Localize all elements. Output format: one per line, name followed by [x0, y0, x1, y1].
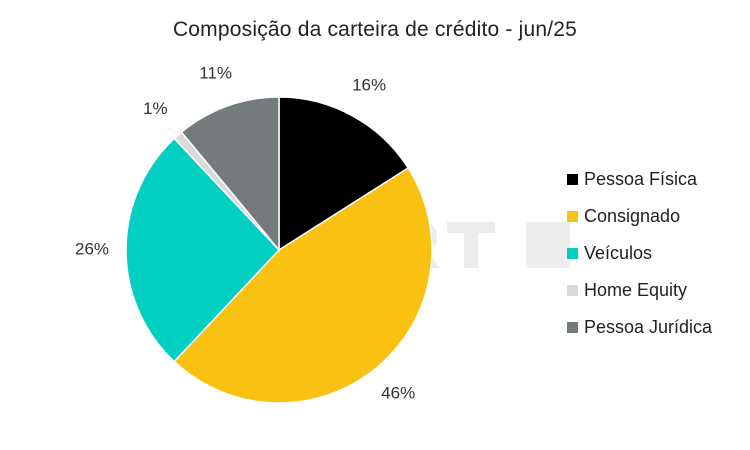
pie-slice-veiculos: [125, 137, 281, 363]
data-label-pessoa-fisica: 16%: [352, 76, 386, 95]
legend-item-home-equity: Home Equity: [567, 272, 712, 309]
legend-swatch: [567, 322, 578, 333]
pie-slice-pessoa-juridica: [180, 96, 280, 253]
legend-item-consignado: Consignado: [567, 198, 712, 235]
pie-slices: [125, 96, 433, 404]
legend-label: Consignado: [584, 206, 681, 226]
legend-item-pessoa-juridica: Pessoa Jurídica: [567, 309, 712, 346]
data-label-pessoa-juridica: 11%: [199, 64, 232, 83]
data-label-veiculos: 26%: [75, 239, 109, 258]
legend-swatch: [567, 174, 578, 185]
data-label-home-equity: 1%: [143, 99, 168, 118]
chart-legend: Pessoa Física Consignado Veículos Home Equi…: [567, 161, 712, 346]
pie-labels: 16% 46% 26% 1% 11%: [75, 64, 415, 403]
legend-label: Home Equity: [584, 280, 688, 300]
legend-label: Pessoa Física: [584, 169, 698, 189]
legend-label: Pessoa Jurídica: [584, 317, 713, 337]
legend-swatch: [567, 211, 578, 222]
pie-slice-pessoa-fisica: [278, 96, 410, 252]
legend-label: Veículos: [584, 243, 653, 263]
legend-item-pessoa-fisica: Pessoa Física: [567, 161, 712, 198]
chart-title: Composição da carteira de crédito - jun/…: [172, 18, 578, 41]
legend-item-veiculos: Veículos: [567, 235, 712, 272]
pie-slice-consignado: [173, 166, 433, 404]
data-label-consignado: 46%: [381, 384, 415, 403]
legend-swatch: [567, 285, 578, 296]
legend-swatch: [567, 248, 578, 259]
